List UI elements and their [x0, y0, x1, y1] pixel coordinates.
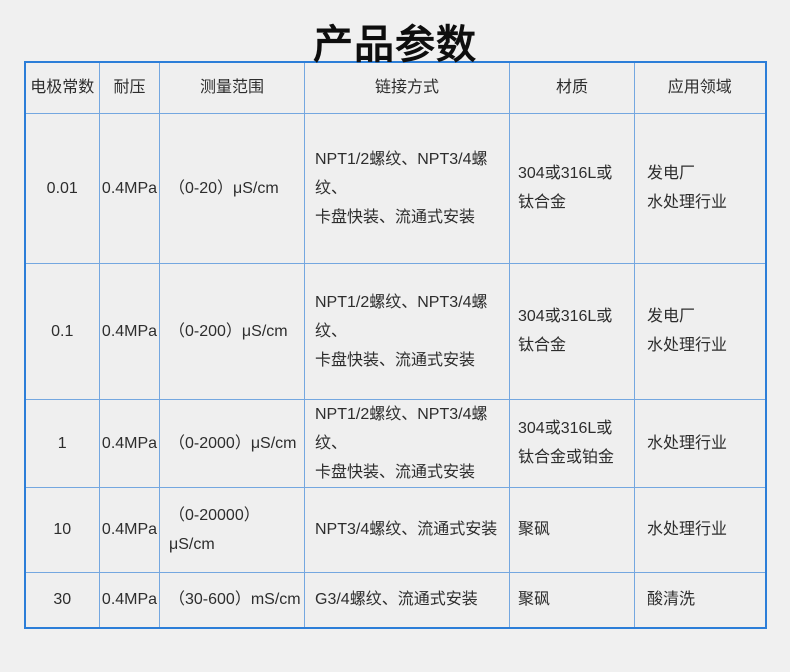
cell-pressure-rating: 0.4MPa: [99, 112, 160, 264]
cell-pressure-rating: 0.4MPa: [99, 486, 160, 573]
cell-connection-type: NPT1/2螺纹、NPT3/4螺纹、 卡盘快装、流通式安装: [304, 112, 510, 264]
cell-pressure-rating: 0.4MPa: [99, 571, 160, 629]
cell-measuring-range: （0-2000）μS/cm: [159, 398, 305, 488]
cell-pressure-rating: 0.4MPa: [99, 398, 160, 488]
table-row: 30 0.4MPa （30-600）mS/cm G3/4螺纹、流通式安装 聚砜 …: [24, 571, 766, 629]
cell-connection-type: NPT1/2螺纹、NPT3/4螺纹、 卡盘快装、流通式安装: [304, 398, 510, 488]
cell-material: 聚砜: [509, 571, 635, 629]
cell-electrode-constant: 1: [24, 398, 100, 488]
column-header-electrode-constant: 电极常数: [24, 61, 100, 114]
cell-material: 304或316L或 钛合金或铂金: [509, 398, 635, 488]
table-row: 1 0.4MPa （0-2000）μS/cm NPT1/2螺纹、NPT3/4螺纹…: [24, 398, 766, 488]
cell-measuring-range: （0-200）μS/cm: [159, 262, 305, 400]
column-header-material: 材质: [509, 61, 635, 114]
cell-connection-type: NPT3/4螺纹、流通式安装: [304, 486, 510, 573]
cell-measuring-range: （0-20）μS/cm: [159, 112, 305, 264]
cell-application-field: 发电厂 水处理行业: [634, 112, 766, 264]
cell-application-field: 水处理行业: [634, 398, 766, 488]
header-row: 电极常数 耐压 测量范围 链接方式 材质 应用领域: [24, 61, 766, 114]
cell-application-field: 发电厂 水处理行业: [634, 262, 766, 400]
table-row: 0.1 0.4MPa （0-200）μS/cm NPT1/2螺纹、NPT3/4螺…: [24, 262, 766, 400]
cell-electrode-constant: 0.01: [24, 112, 100, 264]
table-row: 10 0.4MPa （0-20000）μS/cm NPT3/4螺纹、流通式安装 …: [24, 486, 766, 573]
cell-material: 聚砜: [509, 486, 635, 573]
cell-measuring-range: （0-20000）μS/cm: [159, 486, 305, 573]
cell-pressure-rating: 0.4MPa: [99, 262, 160, 400]
column-header-application-field: 应用领域: [634, 61, 766, 114]
column-header-connection-type: 链接方式: [304, 61, 510, 114]
cell-electrode-constant: 30: [24, 571, 100, 629]
cell-application-field: 水处理行业: [634, 486, 766, 573]
table-row: 0.01 0.4MPa （0-20）μS/cm NPT1/2螺纹、NPT3/4螺…: [24, 112, 766, 264]
product-parameters-table: 电极常数 耐压 测量范围 链接方式 材质 应用领域 0.01 0.4MPa （0…: [23, 61, 767, 629]
cell-material: 304或316L或 钛合金: [509, 262, 635, 400]
cell-connection-type: NPT1/2螺纹、NPT3/4螺纹、 卡盘快装、流通式安装: [304, 262, 510, 400]
cell-electrode-constant: 0.1: [24, 262, 100, 400]
cell-application-field: 酸清洗: [634, 571, 766, 629]
cell-measuring-range: （30-600）mS/cm: [159, 571, 305, 629]
cell-connection-type: G3/4螺纹、流通式安装: [304, 571, 510, 629]
cell-material: 304或316L或 钛合金: [509, 112, 635, 264]
column-header-measuring-range: 测量范围: [159, 61, 305, 114]
page-title: 产品参数: [313, 23, 477, 67]
cell-electrode-constant: 10: [24, 486, 100, 573]
column-header-pressure-rating: 耐压: [99, 61, 160, 114]
